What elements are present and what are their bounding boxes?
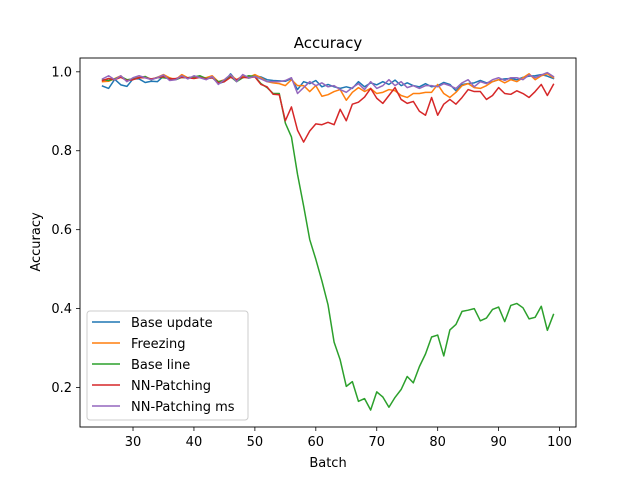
x-tick-label: 70	[368, 435, 385, 450]
x-tick-label: 90	[490, 435, 507, 450]
x-axis-label: Batch	[309, 456, 346, 471]
y-tick-label: 0.6	[51, 223, 72, 238]
x-tick-label: 100	[547, 435, 572, 450]
x-tick-label: 40	[186, 435, 203, 450]
y-tick-label: 0.2	[51, 381, 72, 396]
legend-label: NN-Patching ms	[131, 400, 235, 415]
y-tick-label: 1.0	[51, 65, 72, 80]
y-axis-label: Accuracy	[29, 212, 44, 272]
x-tick-label: 80	[429, 435, 446, 450]
legend-label: Base update	[131, 316, 213, 331]
x-tick-label: 60	[308, 435, 325, 450]
x-axis-ticks: 30 40 50 60 70 80 90 100	[125, 427, 572, 450]
plot-lines	[101, 71, 555, 411]
x-tick-label: 50	[247, 435, 264, 450]
legend-label: Freezing	[131, 337, 186, 352]
y-tick-label: 0.8	[51, 144, 72, 159]
series-line-nn-patching-ms	[101, 71, 555, 95]
y-axis-ticks: 0.2 0.4 0.6 0.8 1.0	[51, 65, 80, 396]
legend: Base update Freezing Base line NN-Patching N…	[86, 310, 249, 421]
y-tick-label: 0.4	[51, 302, 72, 317]
legend-box	[86, 310, 249, 421]
x-tick-label: 30	[125, 435, 142, 450]
legend-label: NN-Patching	[131, 379, 211, 394]
axes-frame	[79, 57, 577, 428]
chart-title: Accuracy	[294, 34, 363, 52]
legend-label: Base line	[131, 358, 190, 373]
